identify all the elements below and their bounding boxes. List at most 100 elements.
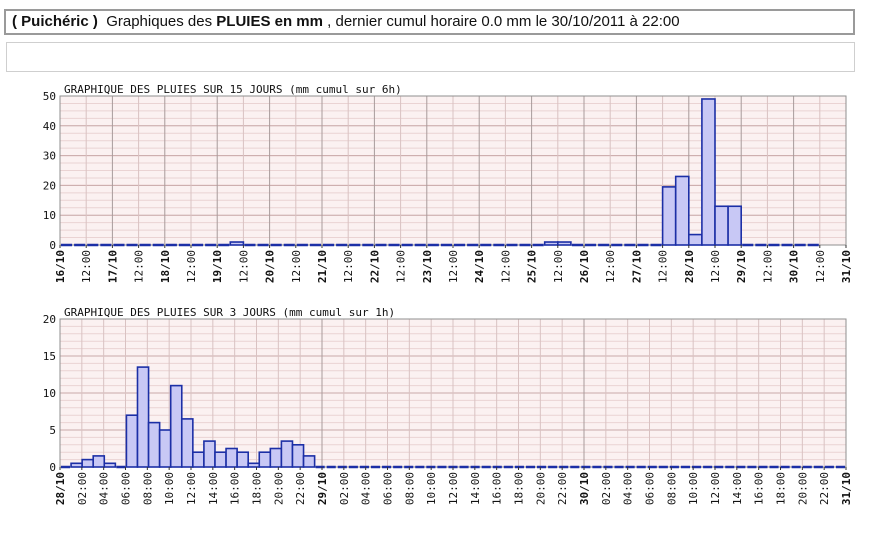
x-tick-label: 18:00: [251, 472, 264, 505]
x-tick-label: 10:00: [425, 472, 438, 505]
y-tick-label: 15: [43, 350, 56, 363]
x-tick-label: 02:00: [600, 472, 613, 505]
x-tick-label: 28/10: [683, 250, 696, 283]
y-tick-label: 10: [43, 387, 56, 400]
x-tick-label: 12:00: [185, 472, 198, 505]
x-tick-label: 22:00: [818, 472, 831, 505]
chart-title: GRAPHIQUE DES PLUIES SUR 3 JOURS (mm cum…: [64, 306, 395, 319]
x-tick-label: 18/10: [159, 250, 172, 283]
x-tick-label: 12:00: [604, 250, 617, 283]
x-tick-label: 30/10: [788, 250, 801, 283]
bar: [556, 241, 572, 246]
x-tick-label: 20:00: [534, 472, 547, 505]
bar: [247, 462, 261, 468]
x-tick-label: 02:00: [338, 472, 351, 505]
x-tick-label: 12:00: [709, 472, 722, 505]
bar: [214, 451, 227, 468]
x-tick-label: 08:00: [665, 472, 678, 505]
bar: [258, 451, 272, 468]
x-tick-label: 12:00: [709, 250, 722, 283]
x-tick-label: 12:00: [761, 250, 774, 283]
x-tick-label: 06:00: [644, 472, 657, 505]
header-emphasis: PLUIES en mm: [216, 13, 323, 30]
empty-subbar: [6, 42, 855, 72]
x-tick-label: 04:00: [360, 472, 373, 505]
x-tick-label: 31/10: [840, 250, 853, 283]
x-tick-label: 21/10: [316, 250, 329, 283]
x-tick-label: 12:00: [80, 250, 93, 283]
bar: [81, 458, 95, 468]
x-tick-label: 12:00: [447, 250, 460, 283]
x-tick-label: 04:00: [622, 472, 635, 505]
y-tick-label: 20: [43, 179, 56, 192]
x-tick-label: 12:00: [395, 250, 408, 283]
x-tick-label: 12:00: [237, 250, 250, 283]
x-tick-label: 16:00: [753, 472, 766, 505]
x-tick-label: 10:00: [163, 472, 176, 505]
bar: [701, 98, 716, 246]
bar: [225, 447, 238, 468]
header-banner: ( Puichéric ) Graphiques des PLUIES en m…: [4, 9, 855, 35]
bar: [269, 447, 283, 468]
x-tick-label: 16:00: [229, 472, 242, 505]
x-tick-label: 08:00: [403, 472, 416, 505]
y-tick-label: 20: [43, 313, 56, 326]
y-tick-label: 5: [49, 424, 56, 437]
bar: [169, 384, 183, 468]
x-tick-label: 20:00: [796, 472, 809, 505]
x-tick-label: 12:00: [657, 250, 670, 283]
x-tick-label: 12:00: [552, 250, 565, 283]
bar: [180, 418, 194, 468]
x-tick-label: 12:00: [185, 250, 198, 283]
x-tick-label: 12:00: [133, 250, 146, 283]
y-tick-label: 0: [49, 239, 56, 252]
x-tick-label: 23/10: [421, 250, 434, 283]
y-tick-label: 0: [49, 461, 56, 474]
x-tick-label: 12:00: [447, 472, 460, 505]
x-tick-label: 18:00: [513, 472, 526, 505]
bar: [674, 175, 690, 246]
bar: [103, 462, 117, 468]
bar: [291, 443, 305, 468]
x-tick-label: 22:00: [294, 472, 307, 505]
y-tick-label: 30: [43, 150, 56, 163]
x-tick-label: 26/10: [578, 250, 591, 283]
bar: [136, 366, 150, 468]
x-tick-label: 22:00: [556, 472, 569, 505]
x-tick-label: 18:00: [775, 472, 788, 505]
bar: [229, 241, 245, 246]
bar: [727, 205, 742, 246]
x-tick-label: 24/10: [473, 250, 486, 283]
bar: [203, 440, 216, 468]
y-tick-label: 40: [43, 120, 56, 133]
x-tick-label: 12:00: [499, 250, 512, 283]
bar: [147, 421, 161, 468]
bar: [236, 451, 249, 468]
x-tick-label: 06:00: [382, 472, 395, 505]
bar: [92, 455, 106, 468]
y-tick-label: 50: [43, 90, 56, 103]
x-tick-label: 22/10: [368, 250, 381, 283]
chart-title: GRAPHIQUE DES PLUIES SUR 15 JOURS (mm cu…: [64, 83, 402, 96]
x-tick-label: 14:00: [469, 472, 482, 505]
x-tick-label: 28/10: [54, 472, 67, 505]
x-tick-label: 06:00: [120, 472, 133, 505]
bar: [192, 451, 205, 468]
bar: [125, 414, 139, 468]
x-tick-label: 27/10: [630, 250, 643, 283]
bar: [158, 429, 172, 468]
x-tick-label: 19/10: [211, 250, 224, 283]
bar: [280, 440, 294, 468]
x-tick-label: 02:00: [76, 472, 89, 505]
x-tick-label: 16/10: [54, 250, 67, 283]
x-tick-label: 12:00: [342, 250, 355, 283]
x-tick-label: 12:00: [290, 250, 303, 283]
y-tick-label: 10: [43, 209, 56, 222]
x-tick-label: 31/10: [840, 472, 853, 505]
x-tick-label: 30/10: [578, 472, 591, 505]
x-tick-label: 29/10: [316, 472, 329, 505]
x-tick-label: 20:00: [272, 472, 285, 505]
x-tick-label: 04:00: [98, 472, 111, 505]
